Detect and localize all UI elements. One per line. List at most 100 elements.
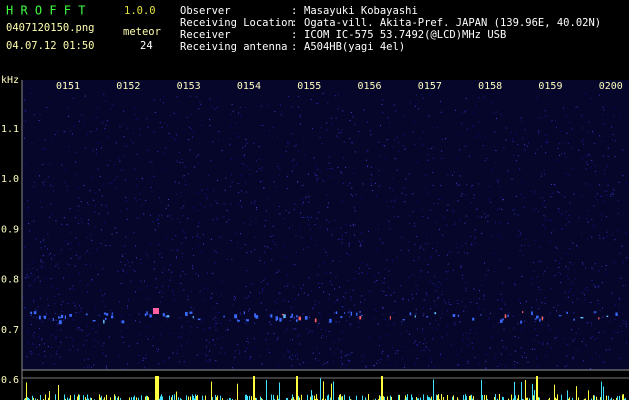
echo <box>402 319 405 321</box>
noise-dot <box>612 192 614 194</box>
noise-dot <box>436 328 438 330</box>
noise-dot <box>379 184 381 186</box>
noise-dot <box>469 155 471 157</box>
noise-dot <box>79 256 81 258</box>
noise-dot <box>484 159 486 161</box>
noise-dot <box>625 321 627 323</box>
noise-dot <box>363 354 365 356</box>
noise-dot <box>331 123 333 125</box>
noise-dot <box>139 128 141 130</box>
noise-dot <box>342 296 344 298</box>
noise-dot <box>263 187 265 189</box>
noise-dot <box>429 94 431 96</box>
noise-dot <box>24 99 26 101</box>
noise-dot <box>100 242 102 244</box>
noise-dot <box>421 93 423 95</box>
noise-dot <box>63 217 65 219</box>
noise-dot <box>341 238 343 240</box>
noise-dot <box>455 242 457 244</box>
noise-dot <box>366 159 368 161</box>
noise-dot <box>95 331 97 333</box>
noise-dot <box>487 269 489 271</box>
noise-dot <box>329 280 331 282</box>
noise-dot <box>78 312 80 314</box>
noise-dot <box>425 186 427 188</box>
noise-dot <box>73 125 75 127</box>
noise-dot <box>58 293 60 295</box>
noise-dot <box>317 103 319 105</box>
noise-dot <box>146 327 148 329</box>
noise-dot <box>239 352 241 354</box>
noise-dot <box>366 151 368 153</box>
noise-dot <box>622 320 624 322</box>
hist-bar <box>368 394 369 400</box>
noise-dot <box>212 318 214 320</box>
noise-dot <box>219 351 221 353</box>
noise-dot <box>613 262 615 264</box>
freq-label: 0.6 <box>1 375 19 386</box>
noise-dot <box>278 365 280 367</box>
noise-dot <box>138 355 140 357</box>
noise-dot <box>477 132 479 134</box>
noise-dot <box>567 278 569 280</box>
noise-dot <box>412 274 414 276</box>
noise-dot <box>96 116 98 118</box>
noise-dot <box>321 143 323 145</box>
noise-dot <box>94 226 96 228</box>
noise-dot <box>340 360 342 362</box>
hist-bar <box>311 390 312 400</box>
noise-dot <box>182 271 184 273</box>
noise-dot <box>116 175 118 177</box>
noise-dot <box>145 335 147 337</box>
noise-dot <box>200 203 202 205</box>
noise-dot <box>41 339 43 341</box>
noise-dot <box>71 133 73 135</box>
noise-dot <box>67 107 69 109</box>
noise-dot <box>158 215 160 217</box>
noise-dot <box>554 275 556 277</box>
noise-dot <box>558 266 560 268</box>
noise-dot <box>542 203 544 205</box>
noise-dot <box>238 350 240 352</box>
hist-bar <box>499 394 500 400</box>
noise-dot <box>236 132 238 134</box>
noise-dot <box>270 248 272 250</box>
noise-dot <box>304 154 306 156</box>
noise-dot <box>524 150 526 152</box>
noise-dot <box>118 157 120 159</box>
noise-dot <box>520 347 522 349</box>
noise-dot <box>582 139 584 141</box>
noise-dot <box>465 242 467 244</box>
time-label: 0200 <box>599 81 623 92</box>
noise-dot <box>305 195 307 197</box>
noise-dot <box>614 239 616 241</box>
noise-dot <box>498 207 500 209</box>
noise-dot <box>513 363 515 365</box>
noise-dot <box>619 252 621 254</box>
noise-dot <box>60 329 62 331</box>
noise-dot <box>102 345 104 347</box>
noise-dot <box>28 207 30 209</box>
noise-dot <box>184 180 186 182</box>
noise-dot <box>574 278 576 280</box>
hist-bar <box>471 394 472 400</box>
noise-dot <box>473 124 475 126</box>
noise-dot <box>161 126 163 128</box>
noise-dot <box>291 106 293 108</box>
noise-dot <box>103 342 105 344</box>
noise-dot <box>455 183 457 185</box>
noise-dot <box>524 245 526 247</box>
noise-dot <box>554 120 556 122</box>
echo <box>558 315 562 317</box>
noise-dot <box>223 216 225 218</box>
noise-dot <box>513 327 515 329</box>
noise-dot <box>308 218 310 220</box>
noise-dot <box>393 321 395 323</box>
noise-dot <box>180 337 182 339</box>
noise-dot <box>66 223 68 225</box>
noise-dot <box>585 168 587 170</box>
noise-dot <box>67 189 69 191</box>
noise-dot <box>441 293 443 295</box>
noise-dot <box>387 287 389 289</box>
noise-dot <box>484 136 486 138</box>
